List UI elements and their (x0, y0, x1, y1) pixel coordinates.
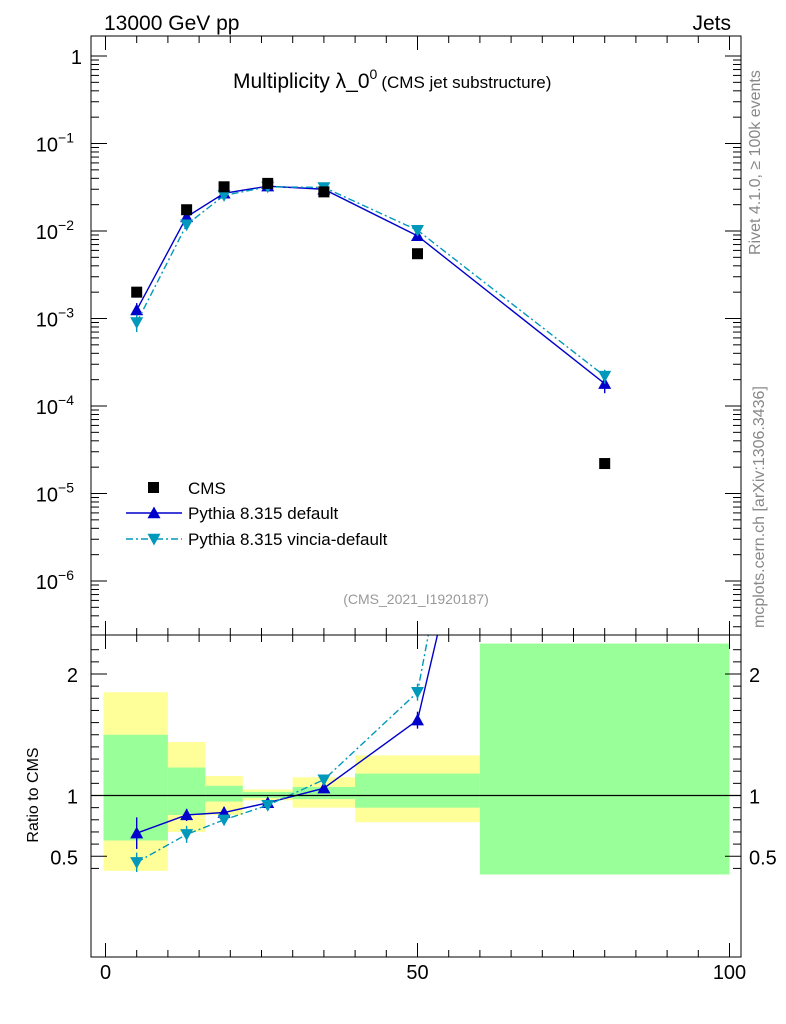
ratio-marker-default (180, 808, 194, 821)
rivet-version-label: Rivet 4.1.0, ≥ 100k events (747, 70, 764, 255)
y-tick-label: 10−1 (36, 130, 74, 157)
mcplots-label: mcplots.cern.ch [arXiv:1306.3436] (751, 386, 768, 628)
ratio-y-tick-label: 0.5 (50, 847, 78, 869)
x-tick-label: 100 (713, 962, 746, 984)
ratio-band-green (242, 791, 293, 798)
header-right: Jets (692, 12, 731, 35)
ratio-band-green (479, 643, 730, 875)
ratio-y-tick-label: 2 (67, 665, 78, 687)
marker-cms (131, 286, 143, 298)
y-tick-label: 10−6 (36, 567, 74, 594)
marker-cms (218, 181, 230, 193)
legend-marker-vincia (147, 533, 161, 546)
x-tick-label: 50 (406, 962, 428, 984)
main-plot-area: 1 10−1 10−2 10−3 10−4 10−5 10−6 (36, 35, 742, 636)
y-tick-label: 1 (71, 47, 82, 69)
plot-title: Multiplicity λ_00 (CMS jet substructure) (233, 66, 551, 93)
ratio-marker-default (411, 713, 424, 726)
ratio-marker-vincia (180, 829, 194, 841)
legend-label-default: Pythia 8.315 default (188, 504, 339, 523)
marker-cms (181, 204, 193, 216)
header-left: 13000 GeV pp (104, 12, 239, 35)
legend: CMS Pythia 8.315 default Pythia 8.315 vinc… (126, 479, 388, 549)
ratio-band-green (103, 734, 168, 841)
plot-title-sup: 0 (370, 66, 378, 82)
ratio-marker-vincia (261, 800, 275, 812)
x-tick-label: 0 (100, 962, 111, 984)
y-tick-label: 10−5 (36, 480, 74, 507)
ratio-series-layer (130, 635, 439, 873)
plot-title-main: Multiplicity λ_0 (233, 70, 370, 93)
ratio-y-tick-label-right: 2 (749, 665, 760, 687)
y-tick-label: 10−4 (36, 392, 74, 419)
marker-vincia (598, 370, 612, 383)
ratio-ylabel: Ratio to CMS (25, 747, 42, 842)
marker-cms (262, 177, 274, 189)
marker-vincia (130, 317, 144, 330)
marker-cms (599, 458, 611, 470)
y-tick-label: 10−2 (36, 217, 74, 244)
marker-cms (318, 186, 330, 198)
legend-marker-cms (148, 482, 159, 493)
main-series-layer (130, 177, 612, 470)
ratio-marker-vincia (130, 857, 144, 869)
analysis-watermark: (CMS_2021_I1920187) (343, 591, 489, 607)
ratio-band-green (167, 767, 206, 815)
ratio-band-green (355, 773, 480, 808)
ratio-axes: 2 2 1 1 0.5 0.5 0 50 100 (50, 634, 777, 984)
marker-vincia (411, 225, 424, 237)
ratio-marker-default (130, 826, 144, 839)
ratio-marker-vincia (217, 814, 231, 827)
marker-vincia (180, 219, 194, 232)
ratio-y-tick-label-right: 0.5 (749, 847, 777, 869)
ratio-y-tick-label-right: 1 (749, 787, 760, 809)
series-line-vincia (136, 186, 606, 377)
marker-vincia (217, 190, 231, 202)
legend-marker-default (147, 506, 161, 519)
marker-default (130, 303, 144, 316)
y-tick-label: 10−3 (36, 305, 74, 332)
legend-label-vincia: Pythia 8.315 vincia-default (188, 530, 388, 549)
ratio-marker-default (317, 781, 331, 794)
ratio-y-tick-label: 1 (67, 787, 78, 809)
ratio-marker-vincia (411, 687, 424, 699)
series-line-default (136, 185, 606, 385)
marker-default (180, 210, 194, 223)
legend-label-cms: CMS (188, 479, 226, 498)
ratio-marker-vincia (317, 774, 331, 787)
marker-cms (412, 248, 423, 260)
ratio-bands (103, 643, 730, 875)
ratio-band-green (205, 785, 243, 802)
plot-title-sub: (CMS jet substructure) (381, 73, 551, 92)
